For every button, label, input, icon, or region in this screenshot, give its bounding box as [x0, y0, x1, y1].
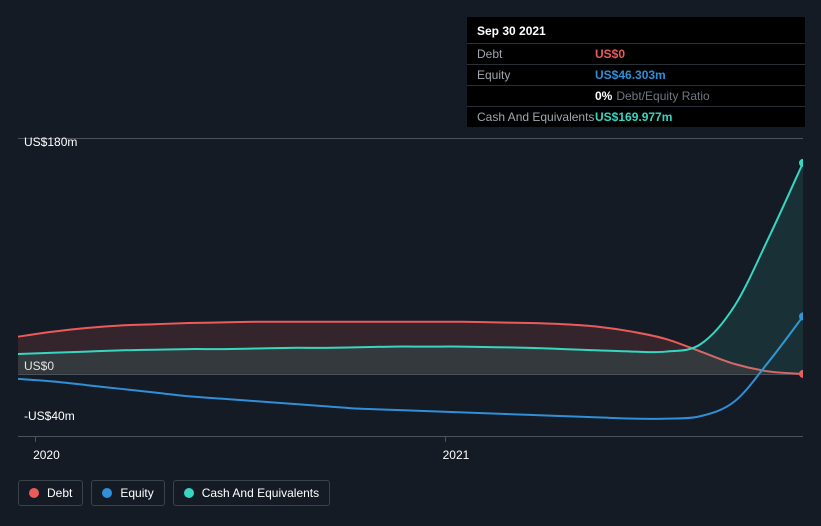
x-axis-tick-label: 2021: [443, 448, 470, 462]
tooltip-label: [477, 89, 595, 103]
tooltip-label: Cash And Equivalents: [477, 110, 595, 124]
series-end-marker-cash: [799, 159, 803, 167]
line-chart: [18, 138, 803, 436]
tooltip-label: Debt: [477, 47, 595, 61]
chart-legend: Debt Equity Cash And Equivalents: [18, 480, 330, 506]
tooltip-row-debt: Debt US$0: [467, 43, 805, 64]
tooltip-date: Sep 30 2021: [467, 17, 805, 43]
legend-swatch: [29, 488, 39, 498]
tooltip-label: Equity: [477, 68, 595, 82]
tooltip-ratio-pct: 0%: [595, 89, 612, 103]
legend-swatch: [102, 488, 112, 498]
tooltip-value: US$46.303m: [595, 68, 666, 82]
legend-swatch: [184, 488, 194, 498]
legend-label: Equity: [120, 486, 153, 500]
x-axis-tick: [445, 436, 446, 442]
tooltip-row-cash: Cash And Equivalents US$169.977m: [467, 106, 805, 127]
tooltip-ratio-label: Debt/Equity Ratio: [616, 89, 709, 103]
legend-label: Debt: [47, 486, 72, 500]
tooltip-row-equity: Equity US$46.303m: [467, 64, 805, 85]
tooltip-value: US$0: [595, 47, 625, 61]
legend-item-cash[interactable]: Cash And Equivalents: [173, 480, 330, 506]
x-axis-tick-label: 2020: [33, 448, 60, 462]
legend-item-equity[interactable]: Equity: [91, 480, 164, 506]
chart-bottom-border: [18, 436, 803, 437]
tooltip-value: US$169.977m: [595, 110, 672, 124]
chart-tooltip: Sep 30 2021 Debt US$0 Equity US$46.303m …: [467, 17, 805, 127]
x-axis-tick: [35, 436, 36, 442]
tooltip-row-ratio: 0% Debt/Equity Ratio: [467, 85, 805, 106]
legend-label: Cash And Equivalents: [202, 486, 319, 500]
legend-item-debt[interactable]: Debt: [18, 480, 83, 506]
